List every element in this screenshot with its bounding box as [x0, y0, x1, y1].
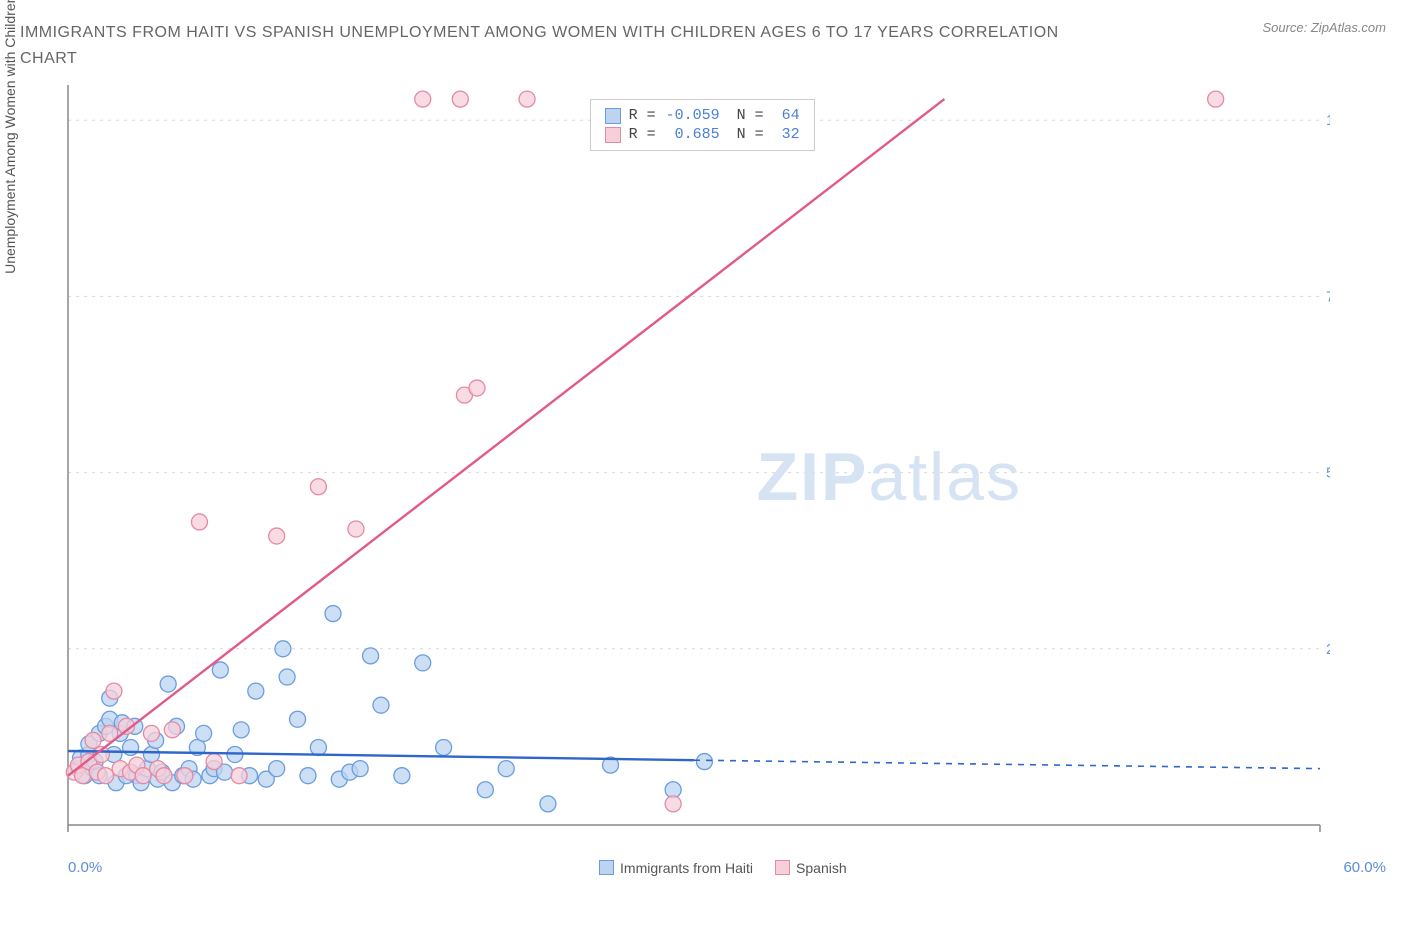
plot-area: Unemployment Among Women with Children A…	[20, 75, 1386, 855]
svg-text:75.0%: 75.0%	[1326, 289, 1330, 306]
y-axis-label: Unemployment Among Women with Children A…	[2, 0, 18, 274]
swatch-haiti	[605, 108, 621, 124]
legend-item-spanish: Spanish	[775, 860, 847, 876]
chart-container: IMMIGRANTS FROM HAITI VS SPANISH UNEMPLO…	[20, 20, 1386, 910]
stat-n-label: N =	[728, 107, 764, 124]
legend-swatch-haiti	[599, 860, 614, 875]
x-tick-min: 0.0%	[68, 859, 102, 876]
chart-title: IMMIGRANTS FROM HAITI VS SPANISH UNEMPLO…	[20, 20, 1120, 71]
stat-n-value: 32	[772, 126, 800, 143]
legend-swatch-spanish	[775, 860, 790, 875]
x-axis-legend: 0.0% Immigrants from Haiti Spanish 60.0%	[20, 855, 1386, 876]
x-tick-max: 60.0%	[1343, 859, 1386, 876]
stat-r-value: 0.685	[664, 126, 720, 143]
scatter-plot: 25.0% 50.0% 75.0% 100.0%	[20, 75, 1330, 855]
stat-r-value: -0.059	[664, 107, 720, 124]
stat-n-label: N =	[728, 126, 764, 143]
swatch-spanish	[605, 127, 621, 143]
stats-row-spanish: R = 0.685 N = 32	[605, 125, 800, 144]
legend-label-haiti: Immigrants from Haiti	[620, 860, 753, 876]
stat-n-value: 64	[772, 107, 800, 124]
source-prefix: Source:	[1262, 20, 1310, 35]
svg-text:50.0%: 50.0%	[1326, 465, 1330, 482]
source-attribution: Source: ZipAtlas.com	[1262, 20, 1386, 35]
stat-r-label: R =	[629, 107, 656, 124]
source-name: ZipAtlas.com	[1311, 20, 1386, 35]
svg-text:25.0%: 25.0%	[1326, 641, 1330, 658]
legend-item-haiti: Immigrants from Haiti	[599, 860, 753, 876]
title-row: IMMIGRANTS FROM HAITI VS SPANISH UNEMPLO…	[20, 20, 1386, 71]
series-legend: Immigrants from Haiti Spanish	[599, 860, 847, 876]
stats-legend: R = -0.059 N = 64 R = 0.685 N = 32	[590, 99, 815, 151]
legend-label-spanish: Spanish	[796, 860, 847, 876]
stats-row-haiti: R = -0.059 N = 64	[605, 106, 800, 125]
svg-text:100.0%: 100.0%	[1326, 112, 1330, 129]
stat-r-label: R =	[629, 126, 656, 143]
